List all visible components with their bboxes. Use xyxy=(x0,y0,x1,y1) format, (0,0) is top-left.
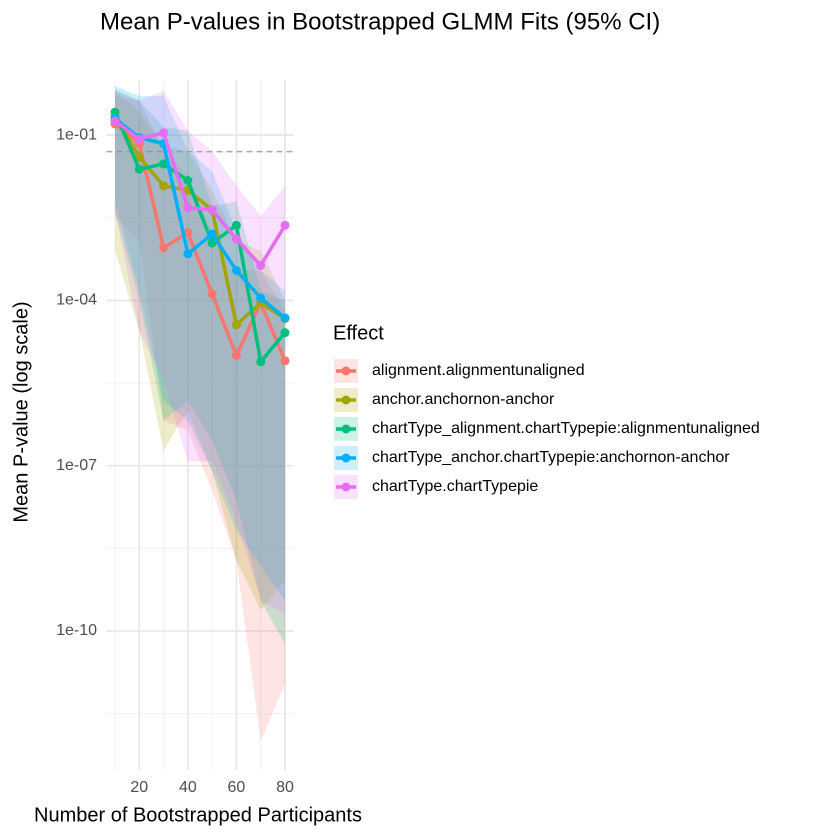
legend-key-point xyxy=(341,453,351,463)
chart-title: Mean P-values in Bootstrapped GLMM Fits … xyxy=(100,8,660,35)
x-axis-title: Number of Bootstrapped Participants xyxy=(34,804,362,826)
data-point xyxy=(256,260,266,270)
data-point xyxy=(183,249,193,259)
y-tick-label: 1e-04 xyxy=(56,292,97,309)
data-point xyxy=(231,350,241,360)
data-point xyxy=(231,265,241,275)
data-point xyxy=(231,234,241,244)
data-point xyxy=(159,181,169,191)
data-point xyxy=(280,313,290,323)
y-axis-title: Mean P-value (log scale) xyxy=(10,301,32,522)
data-point xyxy=(207,229,217,239)
y-tick-label: 1e-10 xyxy=(56,622,97,639)
data-point xyxy=(231,220,241,230)
data-point xyxy=(231,320,241,330)
x-tick-label: 80 xyxy=(276,779,294,796)
data-point xyxy=(207,238,217,248)
data-point xyxy=(280,328,290,338)
data-point xyxy=(207,289,217,299)
legend-key-point xyxy=(341,366,351,376)
data-point xyxy=(256,357,266,367)
data-point xyxy=(134,152,144,162)
legend-label: alignment.alignmentunaligned xyxy=(372,362,585,379)
data-point xyxy=(159,243,169,253)
data-point xyxy=(110,116,120,126)
data-point xyxy=(183,228,193,238)
legend-title: Effect xyxy=(333,322,384,344)
data-point xyxy=(280,220,290,230)
data-point xyxy=(134,134,144,144)
data-point xyxy=(159,128,169,138)
x-tick-label: 60 xyxy=(228,779,246,796)
x-tick-label: 20 xyxy=(130,779,148,796)
legend-key-point xyxy=(341,395,351,405)
data-point xyxy=(110,107,120,117)
series-line xyxy=(113,115,286,327)
confidence-band xyxy=(115,96,285,742)
legend-key-point xyxy=(341,424,351,434)
y-tick-label: 1e-01 xyxy=(56,126,97,143)
data-point xyxy=(207,205,217,215)
x-tick-label: 40 xyxy=(179,779,197,796)
data-point xyxy=(256,293,266,303)
legend-label: anchor.anchornon-anchor xyxy=(372,391,555,408)
legend-key-point xyxy=(341,482,351,492)
data-point xyxy=(183,175,193,185)
y-tick-label: 1e-07 xyxy=(56,457,97,474)
legend-label: chartType.chartTypepie xyxy=(372,478,538,495)
data-point xyxy=(134,164,144,174)
legend-label: chartType_alignment.chartTypepie:alignme… xyxy=(372,420,760,437)
data-point xyxy=(280,356,290,366)
data-point xyxy=(183,203,193,213)
legend-label: chartType_anchor.chartTypepie:anchornon-… xyxy=(372,449,730,466)
